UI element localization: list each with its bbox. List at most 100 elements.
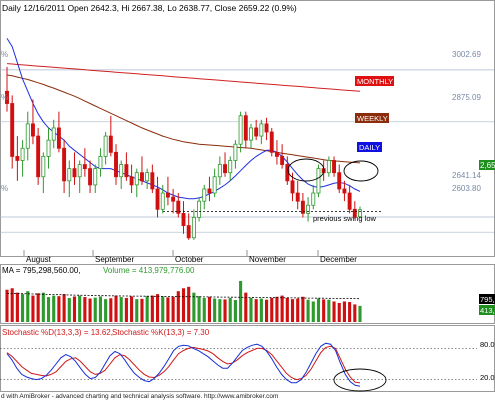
volume-ma-line — [6, 292, 361, 300]
candle-body — [352, 208, 357, 218]
volume-bar — [5, 289, 9, 322]
volume-bar — [207, 296, 212, 322]
current-price-tag — [479, 160, 495, 170]
volume-title: Volume = 413,979,776.00 — [103, 266, 195, 275]
volume-bar — [265, 299, 269, 322]
candle-body — [290, 180, 295, 194]
candle-body — [155, 188, 160, 210]
candle-body — [223, 164, 227, 174]
volume-bar — [337, 302, 341, 322]
volume-bar — [244, 292, 248, 322]
volume-bar — [358, 305, 362, 322]
volume-bar — [78, 295, 82, 322]
month-label-august: August — [26, 255, 52, 264]
volume-bars — [5, 280, 362, 322]
volume-bar — [275, 296, 279, 322]
volume-bar — [124, 297, 128, 322]
candle-body — [56, 127, 61, 149]
candle-body — [238, 115, 243, 145]
weekly-label-box — [355, 113, 389, 123]
candle-body — [150, 172, 155, 190]
candle-body — [207, 188, 212, 194]
candle-body — [295, 192, 300, 202]
daily-label-box — [357, 142, 382, 152]
candle-body — [228, 160, 233, 174]
candle-body — [124, 164, 129, 178]
volume-bar — [67, 297, 71, 322]
left-pct-2: % — [1, 93, 8, 102]
candle-body — [332, 160, 337, 174]
stoch-d-title: Stochastic %D(13,3,3) = 13.62, — [2, 328, 113, 337]
candle-body — [311, 192, 316, 206]
candle-body — [254, 127, 259, 137]
month-label-september: September — [95, 255, 134, 264]
candlesticks — [5, 66, 362, 240]
stoch-level-80: 80.0 — [480, 340, 495, 349]
candle-body — [15, 156, 20, 161]
candle-body — [67, 168, 72, 182]
month-label-october: October — [175, 255, 204, 264]
volume-bar — [31, 295, 35, 322]
volume-bar — [192, 292, 196, 322]
stoch-k-title: Stochastic %K(13,3) = 7.30 — [112, 328, 210, 337]
volume-ma-label: 795, — [480, 295, 495, 304]
candle-body — [306, 204, 311, 214]
volume-bar — [104, 299, 108, 322]
candle-body — [326, 160, 331, 174]
current-price-label: 2,65 — [480, 161, 495, 170]
candle-body — [30, 123, 35, 137]
volume-bar — [239, 280, 243, 322]
volume-bar — [176, 291, 180, 322]
volume-bar — [57, 296, 61, 322]
volume-ma-title: MA = 795,298,560.00, — [2, 266, 81, 275]
candle-body — [176, 200, 181, 214]
candle-body — [249, 127, 253, 141]
volume-bar — [150, 295, 154, 322]
left-pct-3: % — [1, 184, 8, 193]
daily-label: DAILY — [359, 143, 380, 152]
candle-body — [165, 192, 170, 198]
price-gridlines — [0, 69, 494, 233]
candle-body — [88, 168, 93, 186]
volume-bar — [332, 301, 336, 322]
volume-bar — [218, 299, 222, 322]
volume-bar — [52, 295, 56, 322]
candle-body — [140, 172, 144, 182]
candle-body — [119, 164, 124, 178]
volume-bar — [187, 286, 191, 322]
volume-bar — [254, 299, 258, 322]
footer-credit: d with AmiBroker - advanced charting and… — [1, 393, 278, 400]
monthly-label: MONTHLY — [357, 77, 393, 86]
candle-body — [72, 168, 77, 178]
weekly-label: WEEKLY — [357, 114, 388, 123]
volume-bar — [306, 299, 310, 322]
volume-bar — [119, 297, 123, 322]
stochastic-gridlines — [0, 348, 477, 380]
candle-body — [5, 90, 9, 104]
volume-bar — [114, 295, 118, 322]
candle-body — [259, 123, 264, 137]
candle-body — [358, 209, 362, 218]
candle-body — [51, 127, 56, 141]
candle-body — [20, 147, 25, 161]
candle-body — [129, 176, 134, 186]
volume-bar — [15, 292, 19, 322]
candle-body — [25, 123, 30, 149]
daily-ma-line — [6, 38, 361, 200]
candle-body — [264, 123, 269, 133]
volume-bar — [233, 300, 237, 322]
volume-bar — [342, 301, 346, 322]
stoch-level-20: 20.0 — [480, 373, 495, 382]
candle-body — [82, 164, 87, 170]
candle-body — [98, 156, 103, 170]
volume-bar — [41, 292, 45, 322]
volume-bar — [166, 297, 170, 322]
volume-bar — [98, 296, 102, 322]
candle-body — [41, 156, 46, 178]
volume-bar — [270, 297, 274, 322]
candle-body — [145, 172, 150, 182]
volume-bar — [301, 296, 305, 322]
volume-tag — [479, 305, 495, 315]
volume-bar — [109, 298, 113, 322]
